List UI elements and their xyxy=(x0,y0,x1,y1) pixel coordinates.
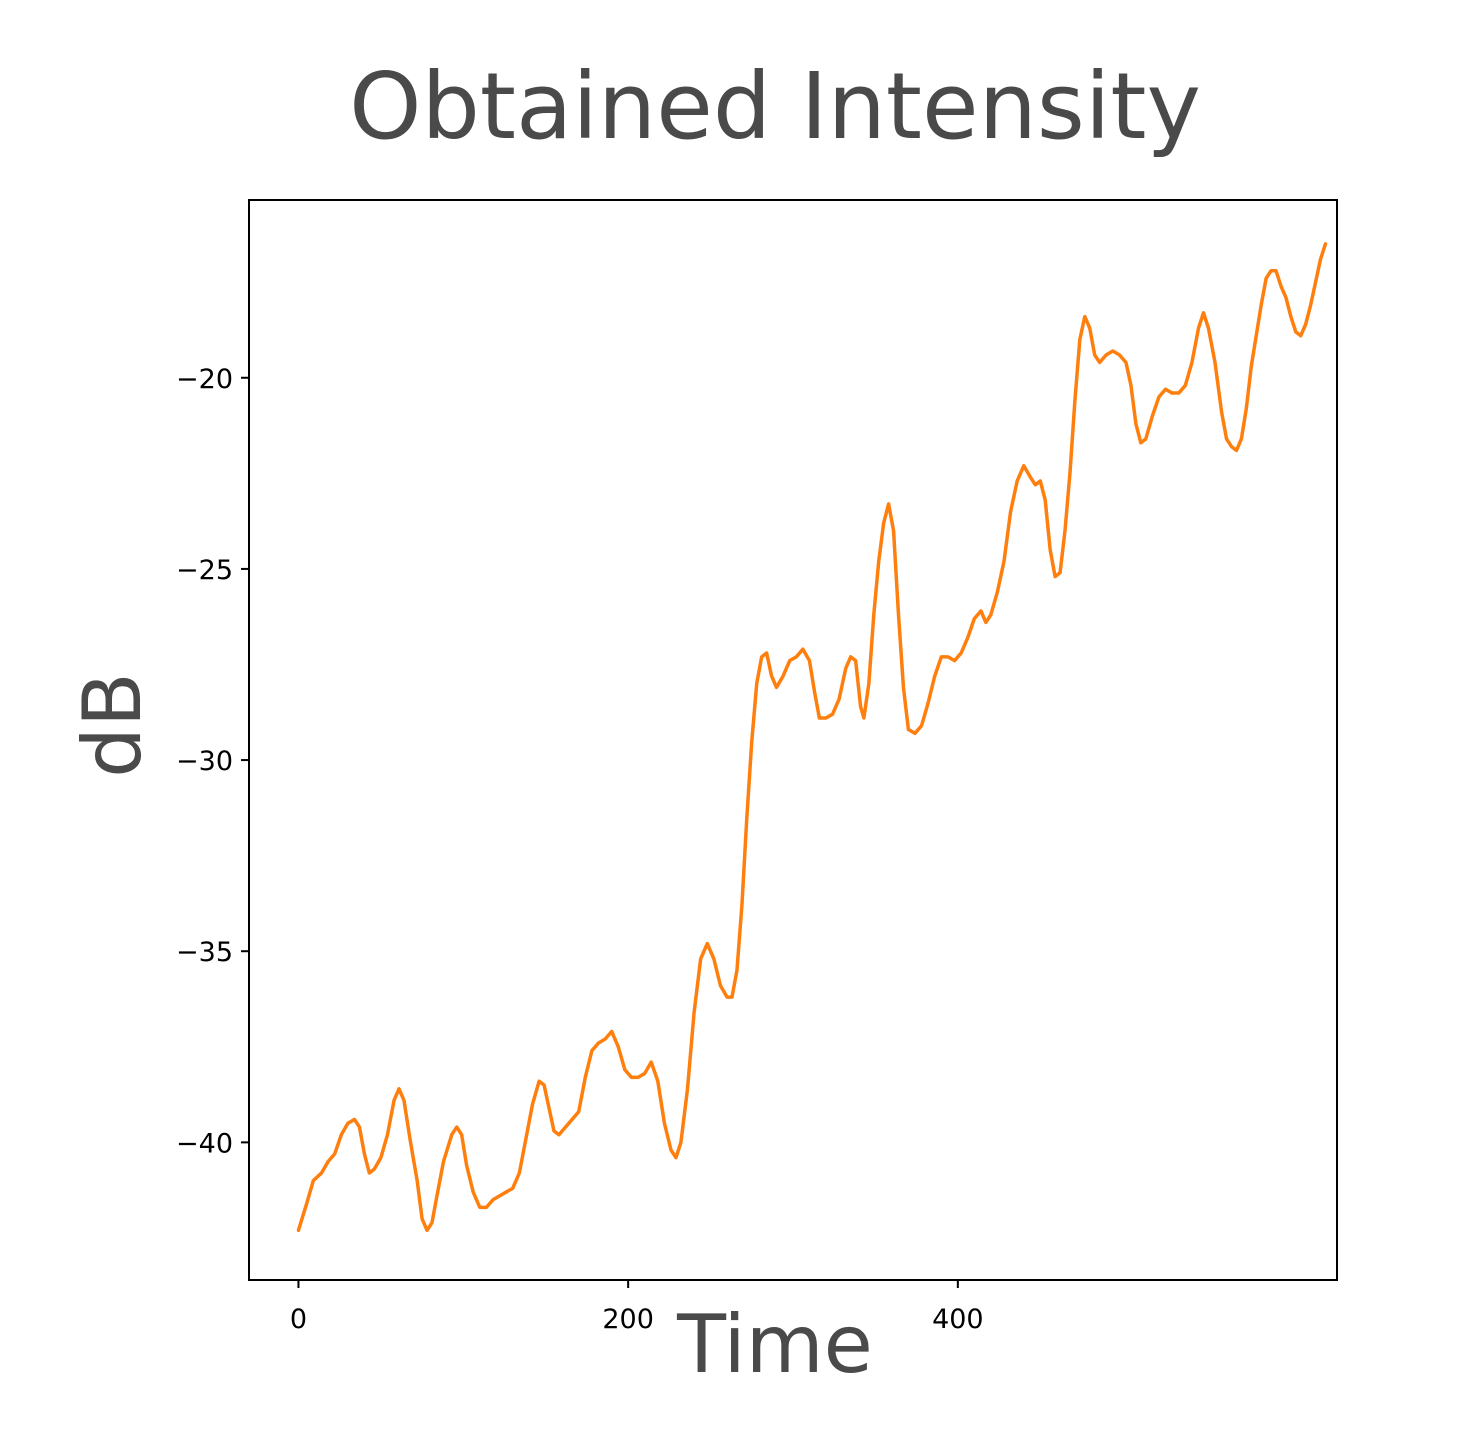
plot-area xyxy=(296,242,1328,1233)
x-tick-label: 0 xyxy=(290,1304,307,1335)
plot-frame xyxy=(248,199,1338,1281)
y-tick-label: −20 xyxy=(176,364,233,395)
chart-title: Obtained Intensity xyxy=(349,53,1201,160)
y-axis-label: dB xyxy=(66,672,159,778)
y-tick-label: −25 xyxy=(176,555,233,586)
x-tick-label: 200 xyxy=(602,1304,654,1335)
y-axis-ticks: −40 −35 −30 −25 −20 xyxy=(176,364,249,1159)
y-tick-label: −30 xyxy=(176,746,233,777)
y-tick-label: −35 xyxy=(176,937,233,968)
x-axis-ticks: 0 200 400 xyxy=(290,1280,984,1335)
x-tick-label: 400 xyxy=(932,1304,984,1335)
y-tick-label: −40 xyxy=(176,1128,233,1159)
series-line xyxy=(296,242,1328,1233)
x-axis-label: Time xyxy=(676,1298,873,1391)
